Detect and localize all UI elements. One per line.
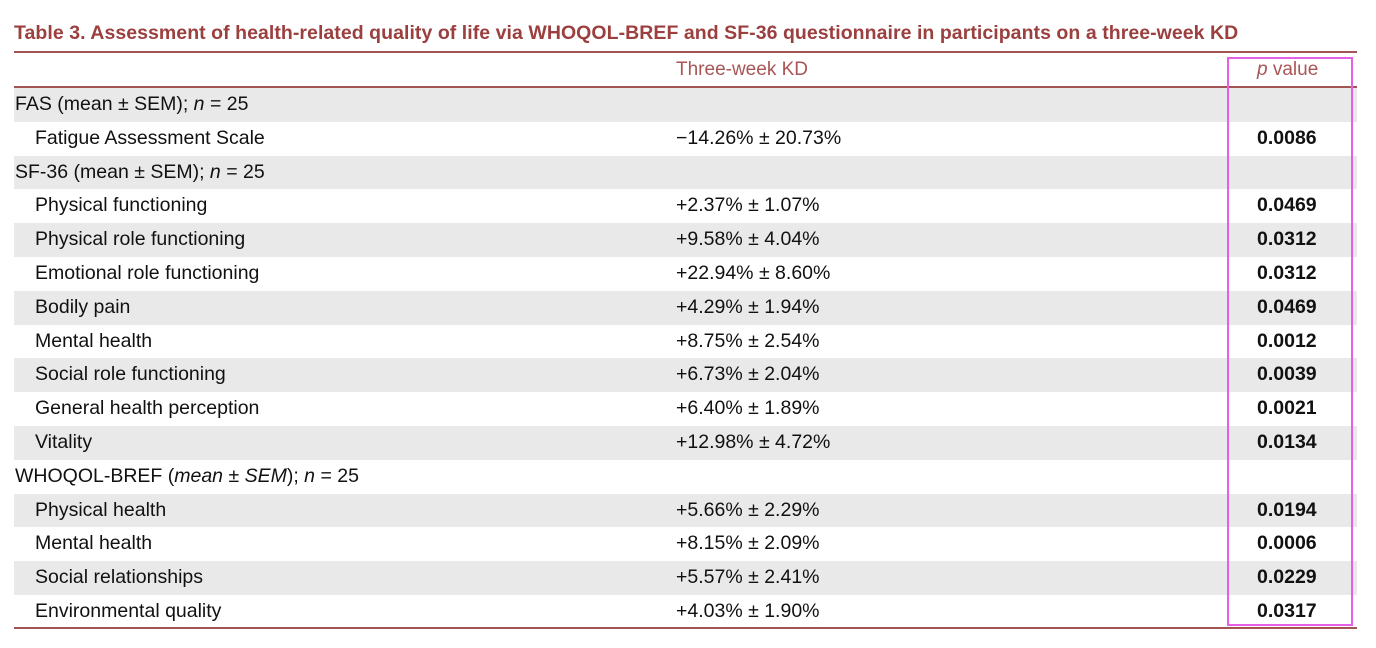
- row-p-value: 0.0006: [1257, 532, 1317, 555]
- row-label: Physical health: [35, 498, 167, 521]
- section-label: FAS (mean ± SEM); n = 25: [15, 93, 249, 115]
- table-row: Physical functioning +2.37% ± 1.07% 0.04…: [14, 189, 1357, 223]
- table-header: Three-week KD p value: [14, 53, 1357, 86]
- row-p-value: 0.0086: [1257, 126, 1317, 149]
- row-label: General health perception: [35, 397, 260, 420]
- header-three-week-kd: Three-week KD: [676, 59, 808, 80]
- row-p-value: 0.0317: [1257, 599, 1317, 622]
- row-label: Social relationships: [35, 566, 204, 589]
- row-kd-value: +2.37% ± 1.07%: [676, 194, 820, 217]
- table-row: Vitality +12.98% ± 4.72% 0.0134: [14, 425, 1357, 460]
- table-row: Mental health +8.15% ± 2.09% 0.0006: [14, 527, 1357, 561]
- table-body: FAS (mean ± SEM); n = 25 Fatigue Assessm…: [14, 88, 1357, 629]
- row-label: Fatigue Assessment Scale: [35, 126, 265, 149]
- row-p-value: 0.0312: [1257, 261, 1317, 284]
- row-label: Environmental quality: [35, 599, 222, 622]
- header-p-rest: value: [1267, 59, 1319, 80]
- table-row: Physical role functioning +9.58% ± 4.04%…: [14, 223, 1357, 257]
- row-p-value: 0.0312: [1257, 228, 1317, 251]
- row-label: Bodily pain: [35, 295, 131, 318]
- section-row-sf36: SF-36 (mean ± SEM); n = 25: [14, 155, 1357, 190]
- row-label: Physical functioning: [35, 194, 208, 217]
- row-label: Social role functioning: [35, 363, 226, 386]
- row-kd-value: +9.58% ± 4.04%: [676, 228, 820, 251]
- row-label: Mental health: [35, 329, 153, 352]
- section-row-fas: FAS (mean ± SEM); n = 25: [14, 88, 1357, 122]
- header-p-value: p value: [1257, 59, 1318, 81]
- row-label: Vitality: [35, 430, 93, 453]
- row-kd-value: +12.98% ± 4.72%: [676, 430, 831, 453]
- table-caption: Table 3. Assessment of health-related qu…: [14, 22, 1239, 44]
- row-p-value: 0.0134: [1257, 430, 1317, 453]
- row-p-value: 0.0021: [1257, 397, 1317, 420]
- table-row: Social relationships +5.57% ± 2.41% 0.02…: [14, 561, 1357, 595]
- bottom-rule: [14, 627, 1357, 629]
- row-p-value: 0.0012: [1257, 329, 1317, 352]
- row-kd-value: +8.15% ± 2.09%: [676, 532, 820, 555]
- table-row: Fatigue Assessment Scale −14.26% ± 20.73…: [14, 122, 1357, 156]
- row-label: Emotional role functioning: [35, 261, 260, 284]
- table-row: Mental health +8.75% ± 2.54% 0.0012: [14, 325, 1357, 359]
- top-rule: [14, 51, 1357, 53]
- row-label: Physical role functioning: [35, 228, 246, 251]
- header-rule: [14, 86, 1357, 88]
- section-row-whoqol-bref: WHOQOL-BREF (mean ± SEM); n = 25: [14, 460, 1357, 494]
- row-p-value: 0.0469: [1257, 295, 1317, 318]
- table-row: Emotional role functioning +22.94% ± 8.6…: [14, 257, 1357, 291]
- table-row: Social role functioning +6.73% ± 2.04% 0…: [14, 358, 1357, 393]
- row-label: Mental health: [35, 532, 153, 555]
- row-p-value: 0.0229: [1257, 566, 1317, 589]
- table-row: Physical health +5.66% ± 2.29% 0.0194: [14, 493, 1357, 528]
- section-label: SF-36 (mean ± SEM); n = 25: [15, 160, 265, 183]
- table-row: General health perception +6.40% ± 1.89%…: [14, 392, 1357, 426]
- row-p-value: 0.0469: [1257, 194, 1317, 217]
- row-p-value: 0.0039: [1257, 363, 1317, 386]
- row-p-value: 0.0194: [1257, 498, 1317, 521]
- row-kd-value: +6.73% ± 2.04%: [676, 363, 820, 386]
- row-kd-value: +5.66% ± 2.29%: [676, 498, 820, 521]
- row-kd-value: +4.03% ± 1.90%: [676, 599, 820, 622]
- table-row: Bodily pain +4.29% ± 1.94% 0.0469: [14, 290, 1357, 325]
- section-label: WHOQOL-BREF (mean ± SEM); n = 25: [15, 464, 359, 487]
- row-kd-value: +22.94% ± 8.60%: [676, 261, 831, 284]
- row-kd-value: +8.75% ± 2.54%: [676, 329, 820, 352]
- row-kd-value: −14.26% ± 20.73%: [676, 126, 842, 149]
- row-kd-value: +4.29% ± 1.94%: [676, 295, 820, 318]
- header-p-italic: p: [1257, 59, 1268, 80]
- row-kd-value: +6.40% ± 1.89%: [676, 397, 820, 420]
- table-row: Environmental quality +4.03% ± 1.90% 0.0…: [14, 595, 1357, 629]
- row-kd-value: +5.57% ± 2.41%: [676, 566, 820, 589]
